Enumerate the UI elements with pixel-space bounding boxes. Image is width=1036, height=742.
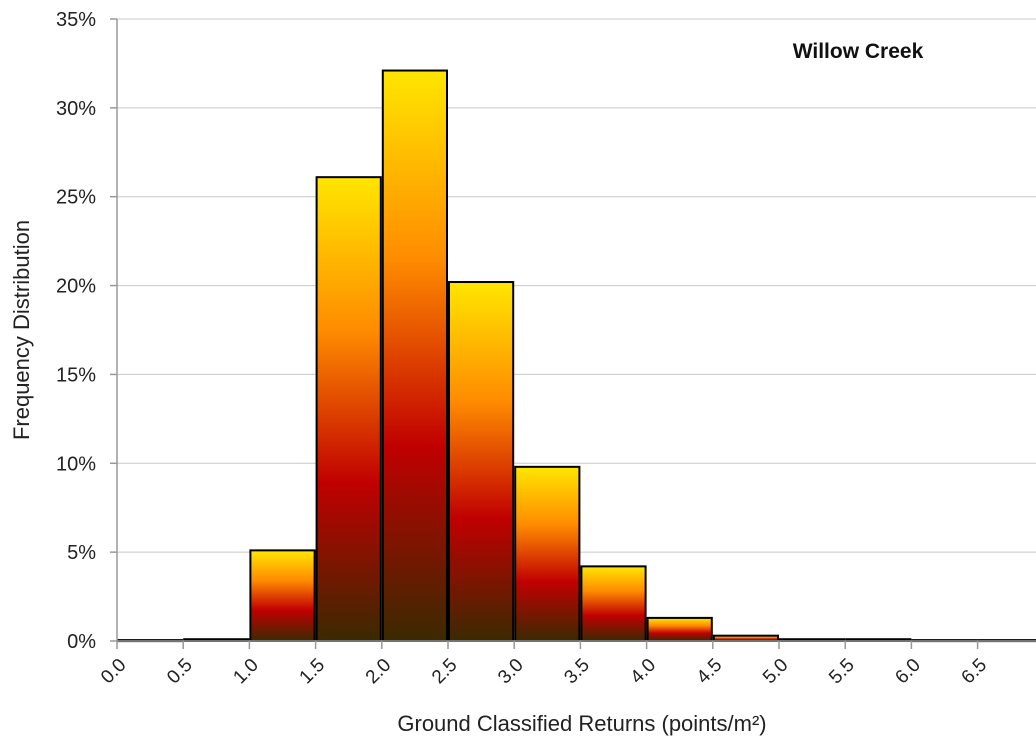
x-tick-label: 1.0 [229, 655, 263, 689]
x-tick-label: 5.5 [825, 655, 859, 689]
bar [646, 616, 713, 643]
x-tick-label: 1.5 [296, 655, 330, 689]
x-tick-label: 4.5 [693, 655, 727, 689]
bar [514, 465, 581, 642]
x-tick-label: 0.0 [97, 655, 131, 689]
x-tick-label: 6.5 [958, 655, 992, 689]
bar [712, 634, 779, 643]
y-tick-label: 30% [56, 98, 96, 120]
gridlines [117, 18, 1036, 553]
bars [117, 69, 1036, 643]
bar [315, 176, 382, 642]
x-tick-label: 4.0 [627, 655, 661, 689]
y-tick-label: 35% [56, 9, 96, 31]
chart-title: Willow Creek [793, 40, 924, 63]
y-tick-label: 10% [56, 453, 96, 475]
x-tick-label: 6.0 [891, 655, 925, 689]
x-tick-label: 5.0 [759, 655, 793, 689]
bar [249, 549, 316, 643]
bar [381, 69, 448, 642]
y-tick-label: 20% [56, 276, 96, 298]
bar [448, 281, 515, 642]
y-tick-label: 25% [56, 187, 96, 209]
y-tick-label: 15% [56, 364, 96, 386]
x-tick-label: 3.0 [494, 655, 528, 689]
axes: 0% 5% 10% 15% 20% 25% 30% 35% 0.0 0.5 1.0 1.5 2.0 2.5… [56, 9, 1036, 688]
y-tick-label: 5% [67, 542, 96, 564]
x-tick-label: 2.0 [362, 655, 396, 689]
x-axis-title: Ground Classified Returns (points/m²) [397, 711, 766, 736]
bar [580, 565, 647, 642]
x-tick-label: 0.5 [163, 655, 197, 689]
x-tick-label: 2.5 [428, 655, 462, 689]
y-tick-label: 0% [67, 631, 96, 653]
x-tick-label: 3.5 [560, 655, 594, 689]
y-axis-title: Frequency Distribution [9, 220, 34, 440]
